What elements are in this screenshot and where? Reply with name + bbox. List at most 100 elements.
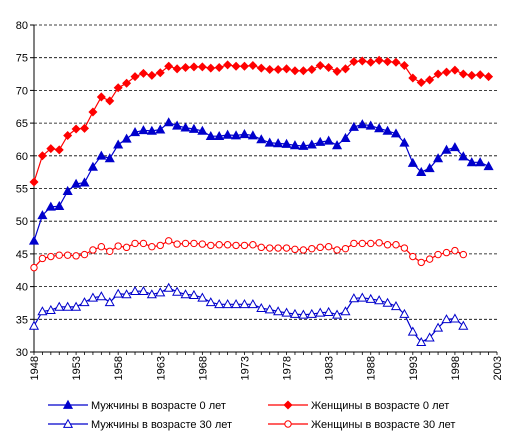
data-point [223,241,232,249]
data-point [416,336,427,347]
data-point [308,244,316,253]
data-point [105,96,115,106]
data-point [239,128,250,139]
x-tick-label: 1968 [197,356,209,380]
data-point [266,244,274,252]
data-point [450,65,460,75]
legend-item: Мужчины в возрасте 0 лет [48,399,226,412]
data-point [247,299,258,309]
data-point [96,150,107,160]
series-line [33,287,464,343]
data-point [441,144,452,154]
series-1 [29,55,494,187]
data-point [197,292,208,302]
data-point [365,120,376,130]
data-point [205,130,216,141]
data-point [239,299,250,309]
data-point [79,177,90,187]
x-tick-label: 1993 [408,356,420,380]
data-point [38,254,47,263]
data-point [207,241,215,250]
data-point [390,128,402,138]
data-point [197,125,208,135]
y-tick-label: 75 [16,53,28,65]
data-point [146,289,157,299]
data-point [104,153,115,163]
data-point [198,240,207,248]
legend-label: Мужчины в возрасте 0 лет [91,400,226,412]
legend-label: Женщины в возрасте 0 лет [311,400,449,412]
data-point [282,244,291,252]
data-point [122,243,131,252]
data-point [113,139,124,149]
data-point [45,304,56,315]
data-point [409,252,417,261]
data-point [316,243,324,252]
data-point [449,142,460,152]
series-layer [28,55,494,347]
data-point [390,300,402,311]
data-point [114,242,122,250]
data-point [223,60,233,70]
data-point [146,125,157,135]
data-point [475,157,486,167]
data-point [441,67,451,77]
data-point [315,307,326,317]
data-point [392,241,400,249]
data-point [188,289,199,299]
data-point [399,308,410,318]
data-point [374,295,385,305]
data-point [382,125,393,135]
data-point [340,64,350,74]
legend-marker [283,400,293,410]
data-point [206,63,216,73]
data-point [257,243,265,252]
data-point [155,68,165,78]
data-point [247,130,258,140]
x-tick-label: 1948 [29,356,41,380]
data-point [433,153,444,163]
data-point [332,66,342,76]
data-point [332,140,343,150]
y-tick-label: 35 [16,314,28,326]
data-point [230,130,242,140]
data-point [231,61,241,71]
data-point [281,307,292,317]
data-point [367,239,375,248]
data-point [54,145,64,155]
y-tick-label: 45 [16,249,28,261]
data-point [340,306,351,316]
data-point [264,304,275,314]
data-point [80,250,89,259]
data-point [256,63,266,73]
x-tick-label: 1988 [366,356,378,380]
data-point [96,92,106,102]
data-point [28,320,40,330]
data-point [113,83,123,93]
data-point [374,123,385,133]
data-point [147,70,157,80]
data-point [72,252,80,260]
data-point [408,73,418,83]
data-point [29,177,39,187]
data-point [54,200,65,211]
legend: Мужчины в возрасте 0 лет Женщины в возрас… [48,399,455,431]
data-point [129,285,141,296]
data-point [417,258,425,267]
data-point [256,134,267,144]
data-point [130,72,140,82]
data-point [298,140,309,150]
data-point [407,326,418,336]
series-line [33,59,489,183]
x-tick-label: 1998 [450,356,462,380]
data-point [28,235,40,245]
data-point [357,119,368,129]
data-point [291,245,299,254]
data-point [45,201,56,211]
y-tick-label: 30 [16,347,28,359]
data-point [458,320,469,330]
legend-label: Мужчины в возрасте 30 лет [91,419,232,431]
x-tick-label: 1953 [71,356,83,380]
